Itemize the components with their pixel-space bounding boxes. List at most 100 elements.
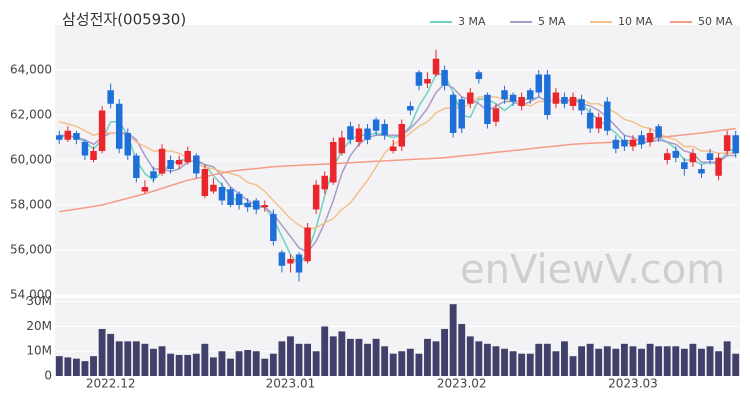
volume-bar — [372, 338, 380, 376]
volume-bar — [698, 348, 705, 376]
candle-body — [158, 148, 166, 174]
volume-bar — [364, 343, 371, 376]
volume-bar — [458, 324, 466, 376]
volume-bar — [732, 353, 740, 376]
candle-body — [449, 94, 457, 133]
volume-bar — [603, 346, 611, 376]
volume-bar — [287, 336, 294, 376]
volume-bar — [389, 353, 397, 376]
candle-body — [475, 72, 483, 79]
volume-bar — [107, 333, 115, 376]
volume-bar — [175, 354, 183, 376]
candle-body — [133, 155, 140, 178]
volume-bar — [509, 351, 517, 376]
volume-bar — [81, 361, 89, 376]
volume-bar — [586, 343, 594, 376]
candle-body — [107, 90, 114, 104]
y-tick-label: 30M — [26, 294, 52, 308]
candle-body — [595, 117, 602, 129]
volume-bar — [535, 343, 543, 376]
candle-body — [124, 133, 132, 156]
candle-body — [467, 92, 474, 104]
volume-bar — [415, 353, 423, 376]
volume-bar — [646, 343, 654, 376]
candle-body — [90, 151, 97, 160]
volume-bar — [184, 354, 192, 376]
volume-bar — [64, 357, 72, 376]
candle-body — [484, 94, 491, 124]
candle-body — [81, 142, 89, 156]
candle-body — [227, 189, 234, 205]
candle-body — [509, 94, 517, 102]
candle-body — [287, 259, 294, 264]
candle-body — [526, 90, 534, 100]
candle-body — [98, 110, 106, 151]
candle-body — [338, 137, 346, 154]
candle-body — [270, 214, 277, 241]
legend-label: 5 MA — [538, 15, 566, 28]
candle-body — [184, 151, 191, 163]
candle-body — [167, 160, 174, 169]
x-tick-label: 2022.12 — [86, 377, 136, 391]
candle-body — [218, 187, 226, 201]
volume-bar — [663, 346, 671, 376]
candle-body — [424, 79, 431, 84]
volume-bar — [578, 346, 586, 376]
candle-body — [321, 175, 328, 190]
candle-body — [569, 97, 577, 106]
candle-body — [458, 99, 465, 129]
volume-bar — [483, 343, 491, 376]
candle-body — [115, 103, 123, 149]
candle-body — [586, 112, 594, 129]
volume-bar — [218, 351, 226, 376]
candle-body — [698, 169, 705, 174]
volume-bar — [235, 351, 243, 376]
candle-body — [330, 142, 337, 183]
candle-body — [244, 202, 251, 208]
volume-bar — [432, 341, 440, 376]
candle-body — [672, 151, 680, 158]
candle-body — [201, 169, 209, 196]
y-tick-label: 20M — [26, 319, 52, 333]
volume-bar — [201, 343, 209, 376]
volume-bar — [355, 338, 363, 376]
volume-bar — [398, 351, 406, 376]
candle-body — [518, 97, 525, 106]
candle-body — [295, 254, 303, 273]
y-tick-label: 60,000 — [10, 153, 52, 167]
volume-bar — [723, 341, 731, 376]
candle-body — [210, 184, 217, 192]
y-tick-label: 56,000 — [10, 243, 52, 257]
candle-body — [492, 108, 500, 122]
volume-bar — [638, 348, 645, 376]
candle-body — [561, 97, 568, 104]
volume-bar — [321, 326, 329, 376]
candle-body — [715, 157, 722, 176]
volume-bar — [449, 304, 457, 376]
candle-body — [407, 106, 414, 111]
volume-bar — [466, 336, 474, 376]
candle-body — [535, 74, 543, 93]
candle-body — [381, 124, 388, 136]
x-tick-label: 2023.03 — [608, 377, 658, 391]
y-tick-label: 0 — [44, 369, 52, 383]
volume-bar — [552, 351, 560, 376]
volume-bar — [141, 343, 149, 376]
candle-body — [432, 58, 440, 75]
volume-bar — [689, 343, 697, 376]
candle-body — [638, 135, 645, 145]
candle-body — [141, 187, 149, 192]
candle-body — [252, 200, 260, 210]
volume-bar — [629, 346, 637, 376]
candle-body — [732, 135, 739, 154]
x-tick-label: 2023.02 — [437, 377, 487, 391]
volume-bar — [561, 341, 568, 376]
volume-bar — [526, 353, 534, 376]
candle-body — [689, 153, 697, 163]
volume-bar — [124, 341, 132, 376]
candle-body — [663, 153, 671, 160]
volume-bar — [167, 353, 175, 376]
volume-bar — [115, 341, 123, 376]
volume-bar — [475, 341, 483, 376]
volume-bar — [569, 356, 577, 376]
